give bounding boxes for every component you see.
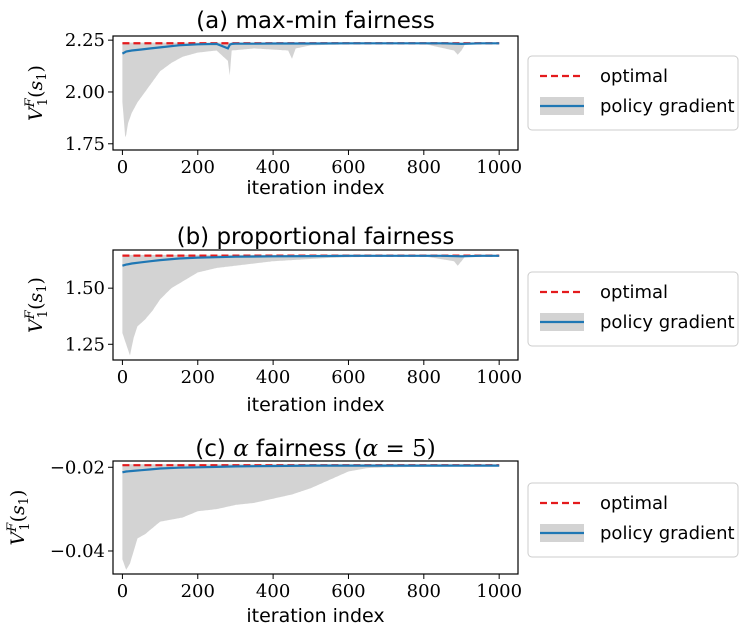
x-tick-label: 800 — [407, 367, 441, 388]
y-tick-label: 1.75 — [65, 134, 105, 155]
confidence-band — [122, 42, 500, 138]
y-tick-label: −0.04 — [50, 541, 105, 562]
y-axis-label: VF1(s1) — [23, 65, 51, 121]
y-tick-label: 2.00 — [65, 82, 105, 103]
chart-panel-2: 0 200 400 600 800 1000 1.25 1.50 (b) proportiona… — [23, 224, 739, 416]
chart-title: (c) α fairness (α = 5) — [195, 436, 435, 462]
axes-frame — [112, 249, 519, 361]
x-tick-label: 0 — [117, 157, 128, 178]
axes-frame — [112, 35, 519, 151]
y-tick-label: 2.25 — [65, 30, 105, 51]
x-tick-label: 200 — [181, 367, 215, 388]
x-axis-label: iteration index — [246, 177, 384, 199]
x-tick-label: 600 — [331, 581, 365, 602]
legend-optimal-label: optimal — [600, 493, 668, 514]
x-tick-label: 200 — [181, 581, 215, 602]
confidence-band — [122, 464, 500, 570]
y-tick-label: 1.25 — [65, 334, 105, 355]
y-axis-label: VF1(s1) — [23, 277, 51, 333]
x-tick-label: 1000 — [476, 157, 522, 178]
x-tick-label: 800 — [407, 157, 441, 178]
legend-policy-label: policy gradient — [600, 523, 735, 544]
x-tick-label: 800 — [407, 581, 441, 602]
chart-panel-1: 0 200 400 600 800 1000 1.75 2.00 2.25 (a) max-min… — [23, 8, 739, 199]
chart-title: (b) proportional fairness — [177, 224, 455, 250]
legend-policy-label: policy gradient — [600, 312, 735, 333]
y-tick-label: 1.50 — [65, 278, 105, 299]
confidence-band — [122, 254, 500, 356]
chart-title: (a) max-min fairness — [196, 8, 435, 34]
x-tick-label: 400 — [256, 367, 290, 388]
x-tick-label: 600 — [331, 367, 365, 388]
legend-optimal-label: optimal — [600, 282, 668, 303]
x-tick-label: 400 — [256, 581, 290, 602]
x-tick-label: 1000 — [476, 367, 522, 388]
x-axis-label: iteration index — [246, 605, 384, 627]
x-tick-label: 0 — [117, 367, 128, 388]
policy-gradient-line — [122, 254, 500, 267]
axes-frame — [112, 460, 519, 575]
y-axis-label: VF1(s1) — [5, 490, 33, 546]
policy-gradient-line — [121, 42, 500, 55]
legend-policy-label: policy gradient — [600, 96, 735, 117]
y-tick-label: −0.02 — [50, 457, 105, 478]
x-axis-label: iteration index — [246, 394, 384, 416]
x-tick-label: 1000 — [476, 581, 522, 602]
policy-gradient-line — [122, 464, 500, 474]
x-tick-label: 0 — [117, 581, 128, 602]
x-tick-label: 200 — [181, 157, 215, 178]
x-tick-label: 600 — [331, 157, 365, 178]
chart-panel-3: 0 200 400 600 800 1000 −0.02 −0.04 (c) α fairnes… — [5, 436, 739, 627]
x-tick-label: 400 — [256, 157, 290, 178]
legend-optimal-label: optimal — [600, 66, 668, 87]
